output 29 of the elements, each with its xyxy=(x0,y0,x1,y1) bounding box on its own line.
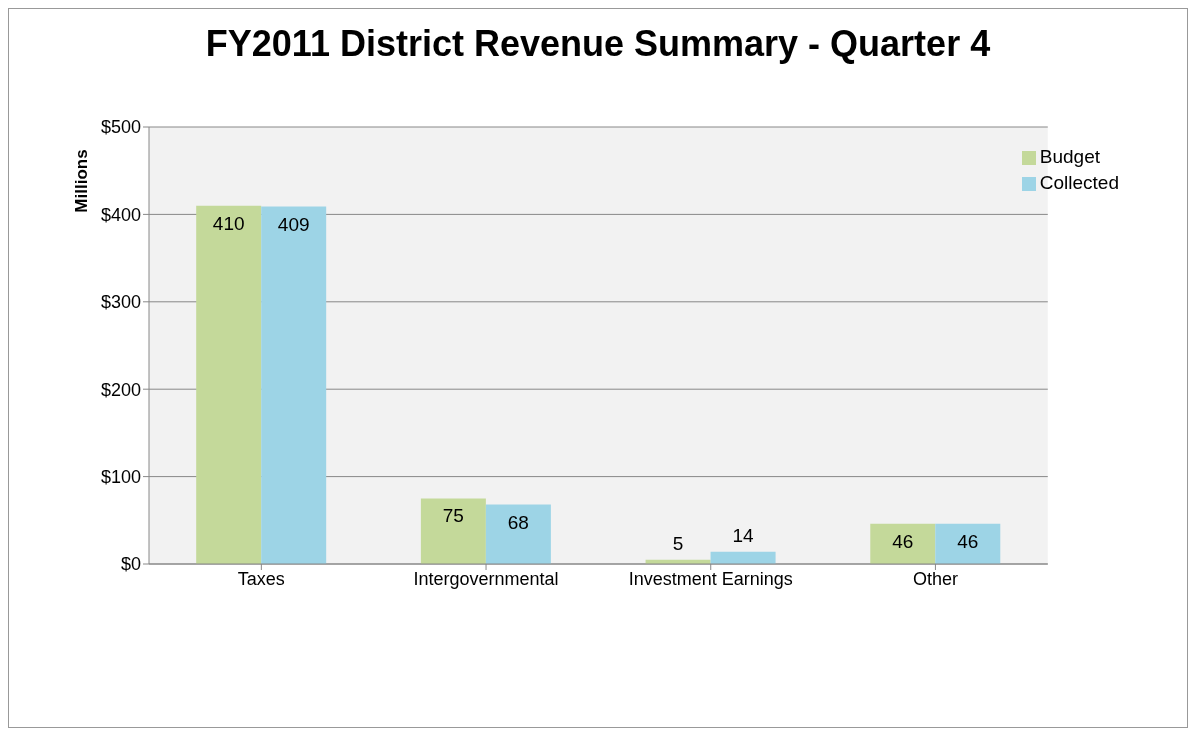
y-tick-label: $400 xyxy=(100,204,141,225)
data-label: 46 xyxy=(957,530,979,552)
data-label: 75 xyxy=(442,505,464,527)
data-label: 409 xyxy=(277,213,310,235)
x-tick-label: Taxes xyxy=(237,568,285,589)
x-tick-label: Other xyxy=(912,568,958,589)
legend-label: Budget xyxy=(1039,146,1101,167)
y-axis-title: Millions xyxy=(72,148,92,215)
data-label: 410 xyxy=(212,212,245,234)
y-tick-label: $100 xyxy=(100,466,141,487)
y-tick-label: $0 xyxy=(120,554,141,575)
legend-label: Collected xyxy=(1039,172,1119,193)
bar xyxy=(710,551,776,564)
chart-title: FY2011 District Revenue Summary - Quarter 4 xyxy=(204,23,992,65)
data-label: 46 xyxy=(892,530,914,552)
data-label: 5 xyxy=(672,532,684,554)
x-tick-label: Intergovernmental xyxy=(413,568,559,589)
bar xyxy=(485,504,551,564)
y-tick-label: $300 xyxy=(100,292,141,313)
data-label: 68 xyxy=(507,511,529,533)
bar xyxy=(420,498,486,564)
y-tick-label: $500 xyxy=(100,117,141,138)
bar xyxy=(196,205,262,564)
bar xyxy=(261,206,327,564)
bar xyxy=(935,523,1001,564)
x-tick-label: Investment Earnings xyxy=(628,568,793,589)
y-tick-label: $200 xyxy=(100,379,141,400)
data-label: 14 xyxy=(732,524,755,546)
bar xyxy=(870,523,936,564)
